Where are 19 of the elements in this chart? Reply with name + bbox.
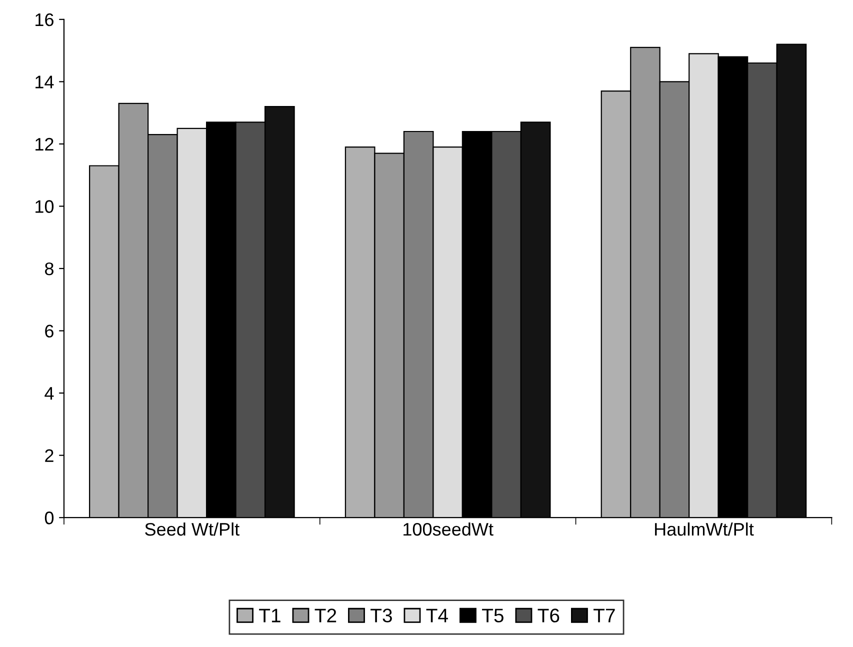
legend-label: T6 (538, 608, 560, 622)
y-tick-label: 10 (36, 200, 54, 213)
y-tick-label: 16 (36, 13, 54, 26)
legend-label: T7 (594, 608, 615, 622)
x-tick-label: 100seedWt (404, 522, 494, 536)
y-tick-label: 12 (36, 138, 54, 150)
legend-label: T2 (314, 608, 336, 622)
y-tick-label: 0 (44, 512, 54, 524)
x-tick-label: HaulmWt/Plt (655, 522, 754, 536)
legend-label: T5 (482, 608, 504, 622)
legend-label: T3 (370, 608, 392, 622)
y-tick-label: 4 (44, 387, 54, 400)
legend-label: T1 (259, 608, 280, 622)
y-tick-label: 2 (45, 449, 54, 462)
y-tick-label: 6 (45, 324, 54, 338)
y-tick-label: 8 (44, 262, 54, 276)
legend-label: T4 (426, 608, 448, 622)
x-tick-label: Seed Wt/Plt (145, 522, 240, 536)
y-tick-label: 14 (36, 76, 54, 88)
